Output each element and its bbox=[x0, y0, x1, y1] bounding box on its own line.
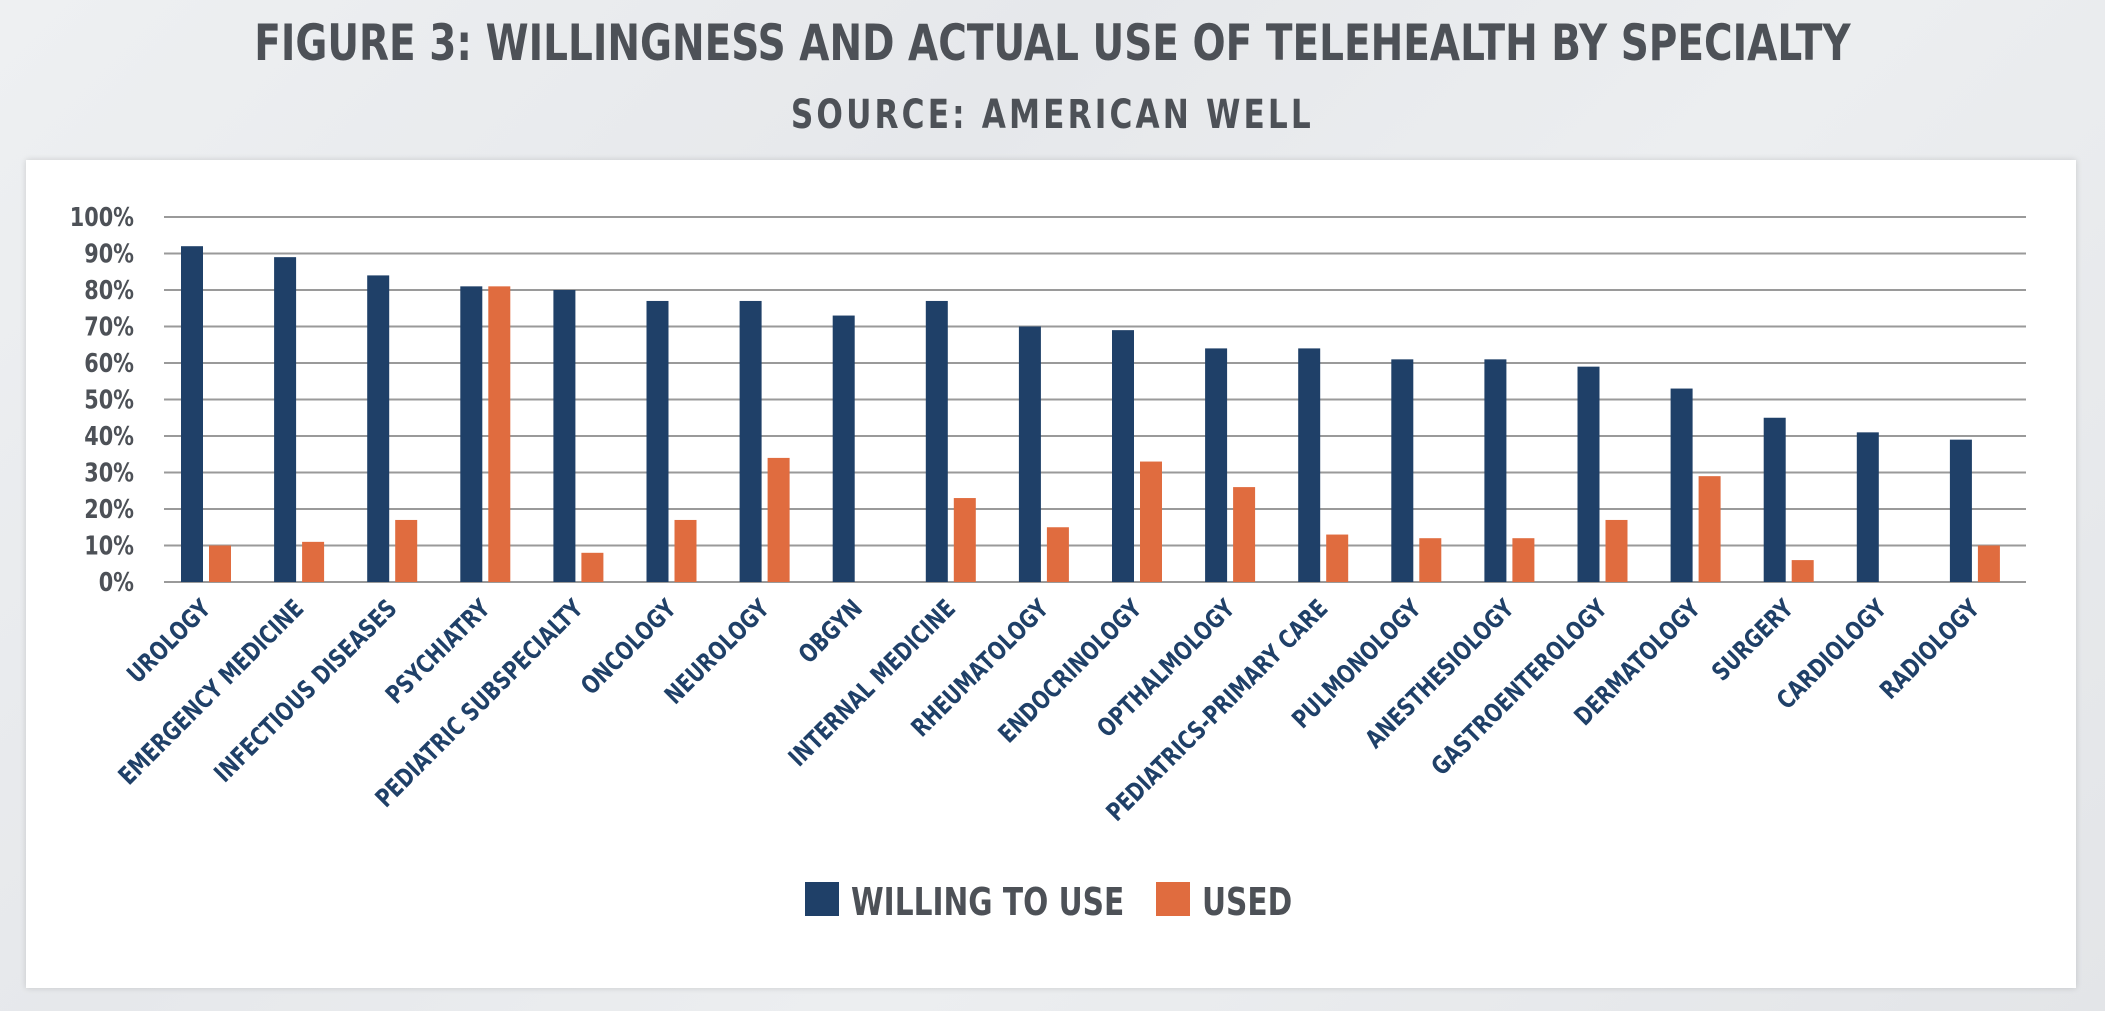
page-title: FIGURE 3: WILLINGNESS AND ACTUAL USE OF … bbox=[254, 14, 1851, 72]
category-label: OBGYN bbox=[793, 594, 868, 669]
bar-willing-to-use bbox=[553, 290, 576, 582]
bar-willing-to-use bbox=[1670, 388, 1693, 582]
bar-used bbox=[1326, 534, 1349, 582]
y-tick-label: 60% bbox=[84, 348, 134, 379]
y-axis-ticks: 0% 10% 20% 30% 40% 50% 60% 70% 80% 90% 100% bbox=[70, 202, 134, 598]
bar-willing-to-use bbox=[1856, 432, 1879, 582]
bar-willing-to-use bbox=[646, 300, 669, 582]
bar-used bbox=[1419, 538, 1442, 582]
bar-used bbox=[1698, 476, 1721, 582]
gridlines bbox=[164, 216, 2026, 583]
bar-used bbox=[1140, 461, 1162, 582]
y-tick-label: 20% bbox=[84, 494, 134, 525]
bar-used bbox=[209, 545, 231, 582]
page-subtitle: SOURCE: AMERICAN WELL bbox=[790, 92, 1314, 138]
chart-panel: 0% 10% 20% 30% 40% 50% 60% 70% 80% 90% 100% UROLOG… bbox=[26, 160, 2076, 988]
bar-willing-to-use bbox=[460, 286, 483, 582]
y-tick-label: 0% bbox=[99, 567, 134, 598]
category-label: GASTROENTEROLOGY bbox=[1426, 594, 1614, 782]
y-tick-label: 40% bbox=[84, 421, 134, 452]
bar-used bbox=[1791, 560, 1814, 582]
bar-willing-to-use bbox=[274, 257, 297, 582]
legend-willing-label: WILLING TO USE bbox=[851, 880, 1124, 925]
bar-willing-to-use bbox=[1018, 326, 1041, 582]
bar-willing-to-use bbox=[1949, 439, 1972, 582]
bar-willing-to-use bbox=[367, 275, 390, 582]
bar-used bbox=[674, 519, 697, 582]
bar-willing-to-use bbox=[1205, 348, 1228, 582]
category-label: EMERGENCY MEDICINE bbox=[113, 594, 310, 791]
legend-used-swatch bbox=[1156, 882, 1190, 916]
y-tick-label: 10% bbox=[84, 530, 134, 561]
bar-used bbox=[395, 519, 418, 582]
legend-willing-swatch bbox=[805, 882, 839, 916]
bar-used bbox=[953, 498, 976, 582]
category-label: RADIOLOGY bbox=[1875, 594, 1987, 706]
category-label: UROLOGY bbox=[122, 594, 217, 689]
bar-used bbox=[1977, 545, 2000, 582]
bar-used bbox=[767, 457, 790, 582]
bar-willing-to-use bbox=[1484, 359, 1507, 582]
bar-used bbox=[581, 552, 604, 582]
bar-used bbox=[1605, 519, 1628, 582]
bar-used bbox=[1512, 538, 1535, 582]
legend: WILLING TO USE USED bbox=[805, 880, 1292, 925]
category-label: INFECTIOUS DISEASES bbox=[209, 594, 403, 788]
bar-used bbox=[1046, 527, 1069, 582]
category-label: INTERNAL MEDICINE bbox=[783, 594, 961, 772]
bar-used bbox=[1233, 487, 1256, 582]
category-label: SURGERY bbox=[1707, 594, 1800, 687]
y-tick-label: 70% bbox=[84, 311, 134, 342]
bar-willing-to-use bbox=[925, 300, 948, 582]
bar-willing-to-use bbox=[832, 315, 855, 582]
bar-used bbox=[302, 541, 325, 582]
bar-willing-to-use bbox=[181, 246, 203, 582]
bar-willing-to-use bbox=[1577, 366, 1600, 582]
legend-used-label: USED bbox=[1202, 880, 1292, 925]
y-tick-label: 30% bbox=[84, 457, 134, 488]
bar-chart: 0% 10% 20% 30% 40% 50% 60% 70% 80% 90% 100% UROLOG… bbox=[70, 202, 2026, 925]
bar-willing-to-use bbox=[1112, 330, 1134, 582]
y-tick-label: 100% bbox=[70, 202, 134, 233]
y-tick-label: 80% bbox=[84, 275, 134, 306]
bar-used bbox=[488, 286, 511, 582]
bars bbox=[181, 246, 2000, 582]
y-tick-label: 90% bbox=[84, 238, 134, 269]
bar-willing-to-use bbox=[1391, 359, 1414, 582]
bar-willing-to-use bbox=[739, 300, 762, 582]
y-tick-label: 50% bbox=[84, 384, 134, 415]
bar-willing-to-use bbox=[1763, 417, 1786, 582]
bar-willing-to-use bbox=[1298, 348, 1321, 582]
